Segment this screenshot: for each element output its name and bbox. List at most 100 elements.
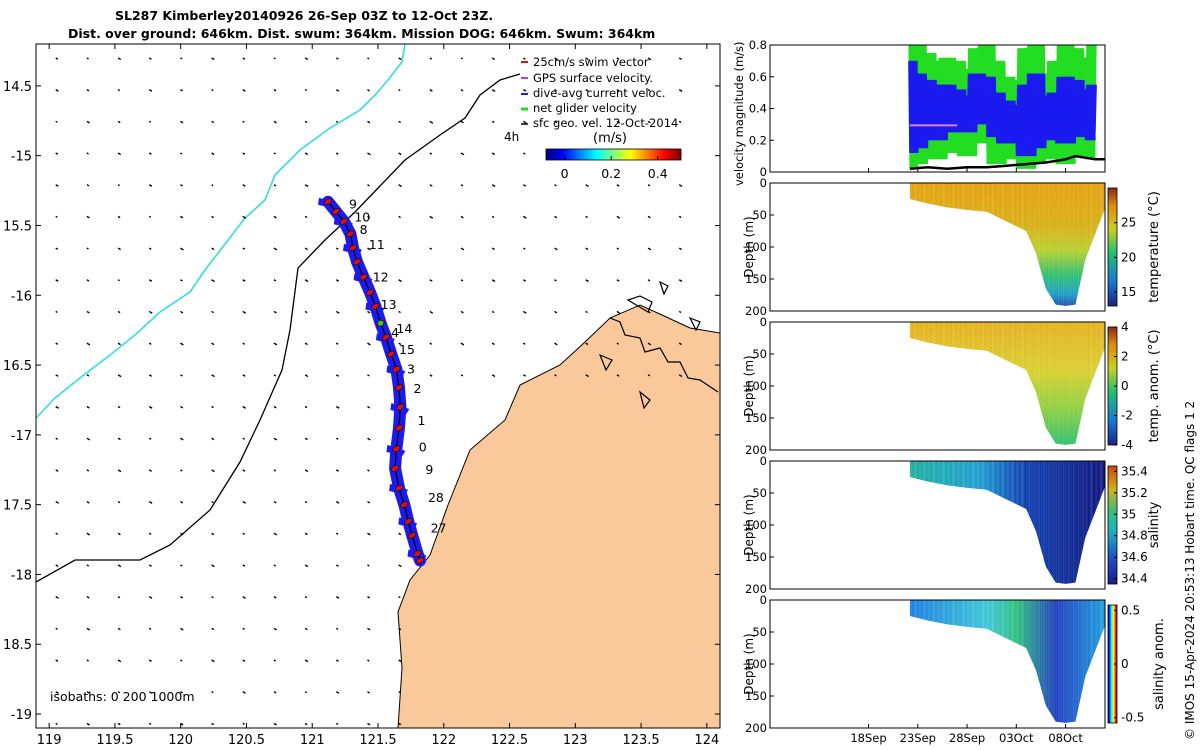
salinity-cbar-tick-label: 35.2	[1121, 486, 1148, 500]
salinity-profile	[1038, 461, 1040, 541]
vector-arrow	[117, 405, 121, 409]
vel-ytick-label: 0	[760, 165, 767, 179]
vector-arrow	[55, 152, 59, 155]
vector-arrow	[117, 184, 121, 187]
salinity-ylabel: Depth (m)	[742, 494, 756, 555]
salinity_anom-ytick-label: 50	[752, 625, 767, 639]
vector-arrow	[491, 120, 495, 124]
vector-arrow	[678, 89, 683, 93]
salinity_anom-profile	[967, 600, 970, 627]
map-x-axis: 119 119.5 120 120.5 121 121.5 122 122.5 123 123.5…	[37, 44, 719, 748]
temperature-profile	[1045, 183, 1048, 289]
vector-arrow	[55, 691, 59, 694]
temp_anom-ytick-label: 150	[745, 411, 767, 425]
map-ytick-label: -15	[11, 150, 32, 165]
vector-arrow	[647, 57, 652, 61]
vector-arrow	[55, 532, 58, 535]
temp_anom-profile	[1001, 322, 1005, 358]
swim-vector	[391, 465, 400, 472]
vector-arrow	[335, 469, 339, 472]
temp_anom-profile	[1095, 322, 1098, 374]
vector-arrow	[367, 722, 371, 726]
vector-arrow	[148, 627, 152, 630]
vector-arrow	[304, 279, 309, 283]
vector-arrow	[242, 57, 246, 60]
vector-arrow	[367, 564, 370, 567]
vector-arrow	[273, 627, 278, 631]
vector-arrow	[304, 89, 308, 92]
vector-arrow	[335, 659, 339, 662]
vector-arrow	[616, 184, 620, 187]
vector-arrow	[429, 310, 434, 314]
vector-arrow	[242, 89, 246, 92]
vector-arrow	[491, 152, 495, 156]
temp_anom-profile	[1075, 322, 1077, 444]
salinity-profile	[1016, 461, 1019, 505]
vector-arrow	[678, 57, 683, 61]
vector-arrow	[242, 691, 246, 694]
temp_anom-profile	[1065, 322, 1067, 445]
vector-arrow	[335, 279, 340, 282]
vector-arrow	[148, 564, 152, 567]
colorbar-tick-label: 0.4	[648, 166, 668, 181]
salinity_anom-profile	[1001, 600, 1005, 636]
vector-arrow	[616, 310, 621, 314]
vector-arrow	[242, 627, 245, 630]
swim-vector	[395, 384, 403, 391]
legend-gps: GPS surface velocity.	[533, 71, 653, 85]
vector-arrow	[522, 279, 527, 282]
temperature-profile	[1036, 183, 1038, 254]
island-coastlines	[598, 280, 719, 410]
day-label: 8	[360, 222, 368, 237]
salinity_anom-profile	[952, 600, 955, 625]
vector-arrow	[86, 437, 91, 441]
salinity-profile	[1031, 461, 1033, 521]
vector-arrow	[148, 691, 153, 694]
temp_anom-profile	[1043, 322, 1045, 419]
salinity_anom-profile	[1058, 600, 1060, 722]
salinity-cbar-tick-label: 34.6	[1121, 550, 1148, 564]
vector-arrow	[86, 374, 90, 377]
vector-arrow	[211, 184, 214, 187]
vector-arrow	[148, 374, 153, 377]
temperature-profile	[1100, 183, 1103, 222]
vector-arrow	[55, 89, 59, 92]
vector-arrow	[55, 57, 59, 60]
vector-arrow	[117, 469, 122, 473]
vector-arrow	[86, 405, 90, 409]
vector-arrow	[55, 469, 59, 472]
vector-arrow	[398, 691, 401, 694]
salinity_anom-profile	[976, 600, 980, 628]
map-ytick-label: 18.5	[3, 638, 32, 653]
salinity-cbar-tick-label: 34.4	[1121, 572, 1148, 586]
vector-arrow	[273, 89, 277, 92]
vector-arrow	[491, 57, 496, 61]
salinity-profile	[1070, 461, 1072, 584]
salinity-profile	[1058, 461, 1060, 583]
temperature-profile	[1050, 183, 1053, 297]
salinity-profile	[1068, 461, 1070, 584]
salinity-profile	[996, 461, 1000, 495]
vector-arrow	[211, 564, 215, 568]
vector-arrow	[398, 722, 402, 726]
map-legend: 25cm/s swim vector GPS surface velocity.…	[504, 55, 682, 181]
vector-arrow	[429, 342, 433, 345]
salinity_anom-profile	[986, 600, 990, 629]
salinity-profile	[937, 461, 940, 484]
temp_anom-profile	[932, 322, 936, 344]
temperature-profile	[1095, 183, 1098, 235]
temp_anom-profile	[1100, 322, 1103, 361]
map-xtick-label: 123.5	[622, 733, 659, 748]
vector-arrow	[242, 532, 245, 535]
vector-arrow	[242, 437, 245, 440]
map-xtick-label: 123	[563, 733, 588, 748]
vector-arrow	[180, 247, 184, 251]
temp_anom-profile	[1021, 322, 1024, 368]
vector-arrow	[429, 215, 434, 219]
vector-arrow	[585, 57, 589, 61]
swim-vector	[395, 424, 403, 432]
vector-arrow	[647, 184, 651, 187]
salinity_anom-profile	[1006, 600, 1009, 639]
salinity-cbar-tick-label: 34.8	[1121, 529, 1148, 543]
